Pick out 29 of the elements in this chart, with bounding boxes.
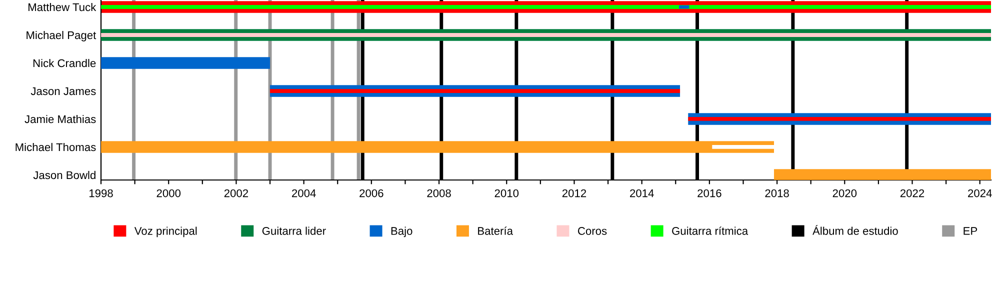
legend-label: Guitarra lider bbox=[262, 226, 326, 235]
x-tick-label: 2020 bbox=[832, 189, 857, 198]
x-tick-label: 2008 bbox=[427, 189, 451, 198]
legend-label: Voz principal bbox=[134, 226, 197, 238]
x-tick-label: 2014 bbox=[630, 189, 654, 198]
x-tick-label: 2018 bbox=[765, 189, 789, 198]
y-tick-label: Nick Crandle bbox=[33, 58, 96, 68]
legend-label: EP bbox=[964, 227, 978, 235]
y-tick-label: Jamie Mathias bbox=[24, 114, 96, 124]
y-tick-label: Jason James bbox=[30, 87, 96, 96]
x-tick-label: 2016 bbox=[698, 189, 722, 198]
x-tick-label: 2010 bbox=[494, 189, 519, 198]
y-tick-label: Matthew Tuck bbox=[28, 2, 96, 12]
x-tick-label: 1998 bbox=[89, 189, 113, 198]
y-tick-label: Jason Bowld bbox=[33, 170, 96, 180]
legend-label: Guitarra rítmica bbox=[672, 226, 748, 235]
x-tick-label: 2000 bbox=[156, 189, 181, 198]
x-tick-label: 2006 bbox=[360, 189, 384, 198]
x-tick-label: 2024 bbox=[968, 189, 992, 198]
legend-label: Batería bbox=[478, 226, 513, 235]
y-tick-label: Michael Paget bbox=[26, 30, 96, 42]
x-tick-label: 2022 bbox=[900, 189, 924, 198]
legend-label: Coros bbox=[578, 227, 607, 235]
x-tick-label: 2012 bbox=[562, 189, 586, 198]
x-tick-label: 2004 bbox=[292, 189, 316, 198]
legend-label: Bajo bbox=[391, 226, 412, 238]
x-tick-label: 2002 bbox=[224, 189, 248, 198]
y-tick-label: Michael Thomas bbox=[16, 142, 96, 152]
legend-label: Álbum de estudio bbox=[812, 225, 898, 235]
